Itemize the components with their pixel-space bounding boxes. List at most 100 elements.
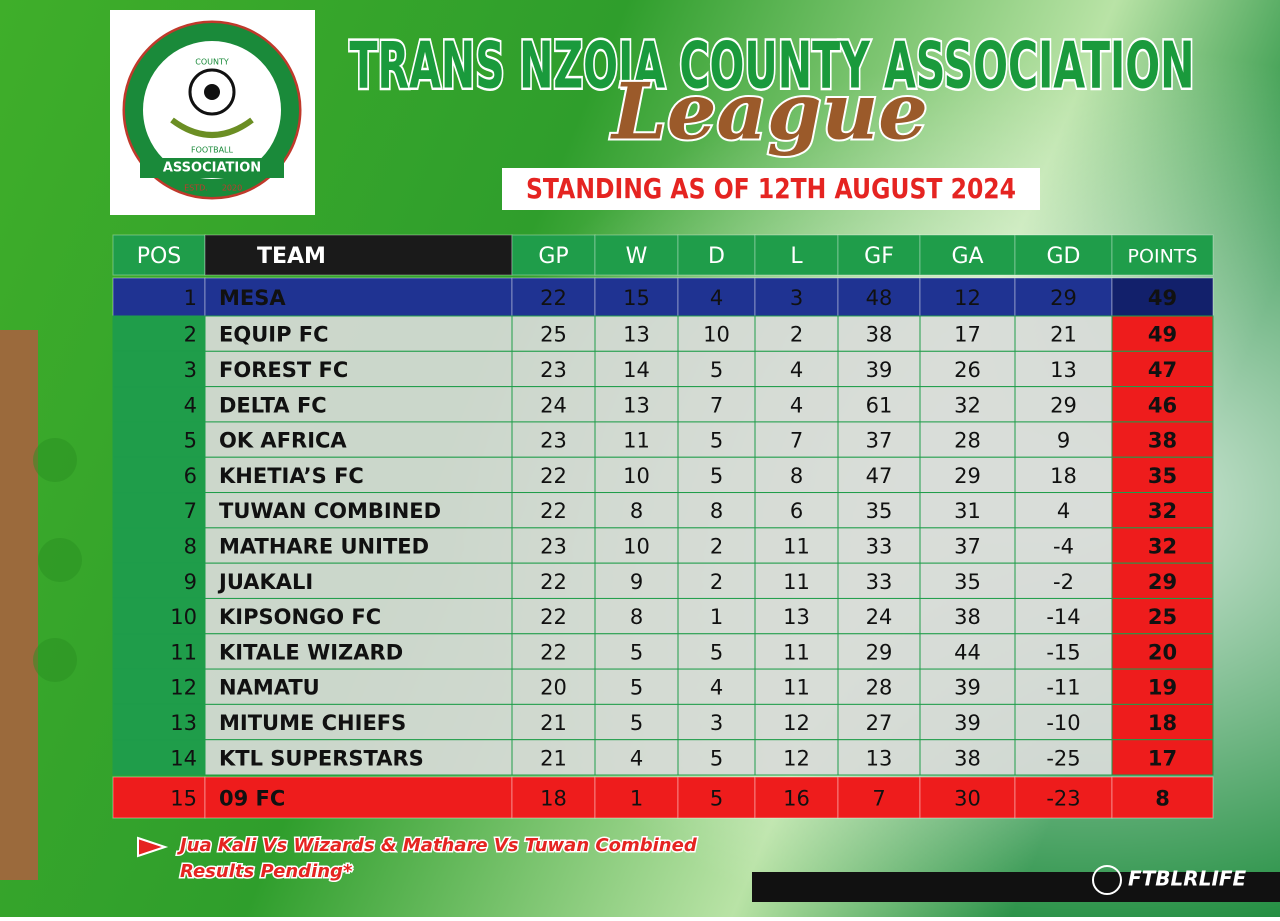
stat-value: 9 [1057, 429, 1070, 453]
position: 9 [184, 570, 197, 594]
column-header: TEAM [257, 244, 326, 269]
stat-value: 1 [630, 787, 643, 811]
table-cell [112, 492, 206, 529]
table-cell [837, 703, 921, 741]
stat-value: 4 [630, 746, 643, 770]
table-cell [112, 633, 206, 670]
table-cell [754, 776, 839, 819]
table-cell [837, 562, 921, 599]
points: 49 [1148, 323, 1177, 347]
points: 18 [1148, 711, 1177, 735]
stat-value: 5 [710, 787, 723, 811]
stat-value: 2 [710, 535, 723, 559]
stat-value: -4 [1053, 535, 1074, 559]
stat-value: 48 [866, 286, 893, 310]
table-cell [919, 386, 1016, 423]
header-cell [677, 234, 756, 276]
subtitle: STANDING AS OF 12TH AUGUST 2024 [526, 172, 1016, 205]
stat-value: 8 [710, 499, 723, 523]
stat-value: 11 [783, 640, 810, 664]
table-cell [511, 350, 596, 388]
stat-value: 28 [866, 676, 893, 700]
subtitle-box [502, 168, 1040, 210]
stat-value: 47 [866, 464, 893, 488]
stat-value: 10 [623, 464, 650, 488]
table-cell [511, 668, 596, 705]
table-cell [677, 277, 756, 317]
table-cell [677, 386, 756, 423]
table-cell [204, 277, 513, 317]
column-header: GF [864, 244, 894, 269]
stat-value: 12 [783, 746, 810, 770]
table-cell [204, 386, 513, 423]
table-cell [204, 668, 513, 705]
stat-value: 44 [954, 640, 981, 664]
table-cell [1014, 597, 1113, 635]
title-script: League [610, 67, 928, 158]
table-cell [112, 739, 206, 776]
table-cell [754, 703, 839, 741]
table-cell [837, 633, 921, 670]
table-cell [837, 739, 921, 776]
position: 13 [170, 711, 197, 735]
watermark-icon [1092, 865, 1122, 895]
table-cell [112, 421, 206, 458]
table-cell [837, 277, 921, 317]
points: 35 [1148, 464, 1177, 488]
footnote-line: Jua Kali Vs Wizards & Mathare Vs Tuwan C… [177, 835, 698, 856]
points: 19 [1148, 676, 1177, 700]
stat-value: 35 [866, 499, 893, 523]
table-cell [677, 315, 756, 352]
table-cell [112, 456, 206, 494]
stat-value: 39 [954, 711, 981, 735]
table-cell [594, 527, 679, 564]
points: 17 [1148, 746, 1177, 770]
stat-value: 13 [783, 605, 810, 629]
stat-value: 24 [866, 605, 893, 629]
logo-county: COUNTY [195, 58, 229, 67]
header-cell [1014, 234, 1113, 276]
stat-value: 11 [783, 676, 810, 700]
watermark: FTBLRLIFE [1128, 867, 1247, 891]
table-cell [1014, 315, 1113, 352]
table-cell [837, 776, 921, 819]
points: 49 [1148, 286, 1177, 310]
stat-value: 22 [540, 640, 567, 664]
table-cell [594, 739, 679, 776]
position: 15 [170, 787, 197, 811]
column-header: W [626, 244, 648, 269]
team-name: JUAKALI [217, 570, 313, 594]
position: 8 [184, 535, 197, 559]
stat-value: 2 [790, 323, 803, 347]
logo-football: FOOTBALL [191, 146, 234, 155]
team-name: 09 FC [219, 787, 285, 811]
bottom-bar [752, 872, 1280, 902]
column-header: L [790, 244, 803, 269]
header-cell [1111, 234, 1214, 276]
position: 10 [170, 605, 197, 629]
table-cell [919, 421, 1016, 458]
stat-value: -25 [1046, 746, 1080, 770]
stat-value: 11 [783, 535, 810, 559]
table-cell [511, 315, 596, 352]
table-cell [837, 492, 921, 529]
stat-value: 7 [790, 429, 803, 453]
points: 38 [1148, 429, 1177, 453]
stat-value: 13 [866, 746, 893, 770]
stat-value: 12 [954, 286, 981, 310]
stat-value: 61 [866, 393, 893, 417]
table-cell [594, 562, 679, 599]
column-header: POINTS [1128, 246, 1198, 268]
stat-value: 38 [866, 323, 893, 347]
stat-value: 3 [710, 711, 723, 735]
stat-value: 1 [710, 605, 723, 629]
table-cell [677, 492, 756, 529]
stat-value: -23 [1046, 787, 1080, 811]
stat-value: 21 [540, 746, 567, 770]
stat-value: 10 [623, 535, 650, 559]
stat-value: 4 [710, 676, 723, 700]
table-cell [1111, 492, 1214, 529]
stat-value: 24 [540, 393, 567, 417]
table-cell [837, 668, 921, 705]
table-cell [837, 527, 921, 564]
